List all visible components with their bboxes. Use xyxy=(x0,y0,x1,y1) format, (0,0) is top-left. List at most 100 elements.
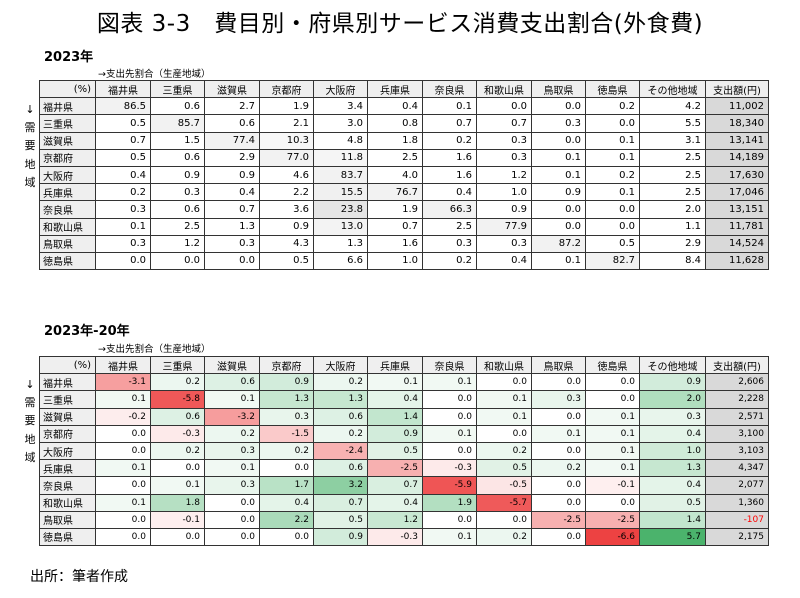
side-label-char: 需 xyxy=(24,396,36,410)
value-cell: 0.0 xyxy=(585,373,640,392)
value-cell: 0.0 xyxy=(585,114,640,133)
value-cell: 0.3 xyxy=(95,200,151,219)
amount-cell: 3,103 xyxy=(705,441,769,461)
table-row: 鳥取県 0.3 1.2 0.3 4.3 1.3 1.6 0.3 0.3 87.2 0.5 2.9 14,… xyxy=(39,234,769,253)
column-header: 徳島県 xyxy=(585,79,640,99)
value-cell: 0.0 xyxy=(531,200,586,219)
value-cell: 0.3 xyxy=(150,183,205,202)
value-cell: 0.5 xyxy=(367,441,423,461)
column-header: 支出額(円) xyxy=(705,79,769,99)
value-cell: 4.3 xyxy=(259,234,314,253)
value-cell: 1.2 xyxy=(367,510,423,529)
value-cell: 0.1 xyxy=(585,148,640,167)
value-cell: 0.9 xyxy=(204,165,260,185)
column-header: 大阪府 xyxy=(313,355,368,375)
column-header: 滋賀県 xyxy=(204,79,260,99)
table-row: 奈良県 0.3 0.6 0.7 3.6 23.8 1.9 66.3 0.9 0.0 0.0 2.0 13… xyxy=(39,200,769,219)
page-title: 図表 3-3 費目別・府県別サービス消費支出割合(外食費) xyxy=(96,11,704,37)
column-header: 兵庫県 xyxy=(367,355,423,375)
value-cell: -2.5 xyxy=(531,510,586,529)
column-header: 福井県 xyxy=(95,355,151,375)
table-row: 大阪府 0.4 0.9 0.9 4.6 83.7 4.0 1.6 1.2 0.1 0.2 2.5 17,… xyxy=(39,165,769,185)
value-cell: 8.4 xyxy=(639,251,706,271)
value-cell: 0.4 xyxy=(639,424,706,443)
value-cell: 0.0 xyxy=(422,407,477,426)
value-cell: 0.0 xyxy=(585,390,640,409)
value-cell: 0.0 xyxy=(531,527,586,547)
value-cell: 0.6 xyxy=(150,407,205,426)
value-cell: 0.1 xyxy=(95,493,151,512)
value-cell: 0.5 xyxy=(585,234,640,253)
value-cell: 0.3 xyxy=(204,441,260,461)
value-cell: 0.5 xyxy=(476,459,532,478)
value-cell: 0.0 xyxy=(531,217,586,236)
row-label: 福井県 xyxy=(39,373,96,392)
value-cell: 0.1 xyxy=(95,390,151,409)
amount-cell: -107 xyxy=(705,510,769,529)
value-cell: 0.4 xyxy=(204,183,260,202)
value-cell: 10.3 xyxy=(259,131,314,150)
value-cell: 0.3 xyxy=(531,390,586,409)
value-cell: 0.0 xyxy=(95,510,151,529)
value-cell: 0.0 xyxy=(531,373,586,392)
table-row: 兵庫県 0.2 0.3 0.4 2.2 15.5 76.7 0.4 1.0 0.9 0.1 2.5 17… xyxy=(39,183,769,202)
amount-cell: 3,100 xyxy=(705,424,769,443)
value-cell: 1.4 xyxy=(639,510,706,529)
row-label: 兵庫県 xyxy=(39,183,96,202)
value-cell: 0.1 xyxy=(531,424,586,443)
column-header: その他地域 xyxy=(639,79,706,99)
value-cell: 0.9 xyxy=(313,527,368,547)
value-cell: 0.0 xyxy=(476,97,532,116)
value-cell: 0.2 xyxy=(204,424,260,443)
column-header: 奈良県 xyxy=(422,79,477,99)
row-label: 京都府 xyxy=(39,148,96,167)
value-cell: 0.2 xyxy=(476,527,532,547)
value-cell: -3.1 xyxy=(95,373,151,392)
value-cell: 15.5 xyxy=(313,183,368,202)
value-cell: 0.9 xyxy=(476,200,532,219)
side-label-char: 要 xyxy=(24,414,36,428)
value-cell: 0.2 xyxy=(422,251,477,271)
value-cell: 0.0 xyxy=(476,510,532,529)
value-cell: 0.3 xyxy=(204,234,260,253)
value-cell: 11.8 xyxy=(313,148,368,167)
value-cell: 0.2 xyxy=(585,97,640,116)
value-cell: 0.7 xyxy=(95,131,151,150)
value-cell: 0.4 xyxy=(259,493,314,512)
value-cell: 1.3 xyxy=(204,217,260,236)
row-label: 徳島県 xyxy=(39,527,96,547)
value-cell: 3.0 xyxy=(313,114,368,133)
share-table-2023: (%) 福井県 三重県 滋賀県 京都府 大阪府 兵庫県 奈良県 和歌山県 鳥取県 徳島県 その他地域支… xyxy=(39,79,769,271)
value-cell: 0.0 xyxy=(204,510,260,529)
value-cell: -5.8 xyxy=(150,390,205,409)
value-cell: 0.3 xyxy=(531,114,586,133)
value-cell: 2.5 xyxy=(150,217,205,236)
value-cell: 6.6 xyxy=(313,251,368,271)
amount-cell: 13,141 xyxy=(705,131,769,150)
side-label-char: 要 xyxy=(24,139,36,153)
value-cell: 0.3 xyxy=(95,234,151,253)
value-cell: 0.8 xyxy=(367,114,423,133)
value-cell: 0.9 xyxy=(150,165,205,185)
value-cell: 0.1 xyxy=(422,424,477,443)
table-header-row: (%) 福井県 三重県 滋賀県 京都府 大阪府 兵庫県 奈良県 和歌山県 鳥取県 徳島県 その他地域支… xyxy=(39,355,769,375)
value-cell: 2.5 xyxy=(639,148,706,167)
value-cell: 0.9 xyxy=(367,424,423,443)
value-cell: 2.7 xyxy=(204,97,260,116)
value-cell: 66.3 xyxy=(422,200,477,219)
column-header: 和歌山県 xyxy=(476,79,532,99)
value-cell: 0.1 xyxy=(585,131,640,150)
value-cell: 0.5 xyxy=(313,510,368,529)
value-cell: 0.0 xyxy=(95,441,151,461)
corner-label: (%) xyxy=(39,79,96,99)
column-header: 支出額(円) xyxy=(705,355,769,375)
value-cell: 2.0 xyxy=(639,390,706,409)
value-cell: 2.0 xyxy=(639,200,706,219)
corner-label: (%) xyxy=(39,355,96,375)
table-row: 福井県 -3.1 0.2 0.6 0.9 0.2 0.1 0.1 0.0 0.0 0.0 0.9 2,6… xyxy=(39,373,769,392)
table-row: 奈良県 0.0 0.1 0.3 1.7 3.2 0.7 -5.9 -0.5 0.0 -0.1 0.4 2… xyxy=(39,476,769,495)
value-cell: 4.0 xyxy=(367,165,423,185)
value-cell: -0.1 xyxy=(585,476,640,495)
amount-cell: 4,347 xyxy=(705,459,769,478)
value-cell: 0.3 xyxy=(639,407,706,426)
